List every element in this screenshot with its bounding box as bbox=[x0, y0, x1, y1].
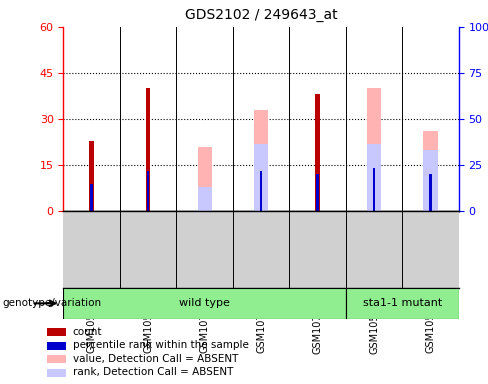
Bar bbox=[198, 187, 212, 211]
Text: count: count bbox=[73, 327, 102, 337]
Bar bbox=[346, 288, 459, 319]
Bar bbox=[89, 141, 94, 211]
Bar bbox=[63, 288, 346, 319]
Bar bbox=[254, 144, 268, 211]
Bar bbox=[260, 171, 263, 211]
Text: genotype/variation: genotype/variation bbox=[2, 298, 102, 308]
Bar bbox=[424, 150, 438, 211]
Title: GDS2102 / 249643_at: GDS2102 / 249643_at bbox=[185, 8, 337, 22]
Bar bbox=[254, 110, 268, 211]
Text: value, Detection Call = ABSENT: value, Detection Call = ABSENT bbox=[73, 354, 238, 364]
Bar bbox=[429, 174, 432, 211]
Bar bbox=[373, 168, 375, 211]
Bar bbox=[315, 94, 320, 211]
Bar bbox=[198, 147, 212, 211]
Bar bbox=[367, 88, 381, 211]
Bar bbox=[90, 184, 93, 211]
Bar bbox=[47, 328, 66, 336]
Bar bbox=[316, 174, 319, 211]
Bar bbox=[367, 144, 381, 211]
Text: rank, Detection Call = ABSENT: rank, Detection Call = ABSENT bbox=[73, 367, 233, 377]
Bar bbox=[147, 171, 149, 211]
Text: wild type: wild type bbox=[179, 298, 230, 308]
Bar bbox=[146, 88, 150, 211]
Text: sta1-1 mutant: sta1-1 mutant bbox=[363, 298, 442, 308]
Text: percentile rank within the sample: percentile rank within the sample bbox=[73, 340, 248, 350]
Bar bbox=[47, 355, 66, 363]
Bar bbox=[47, 342, 66, 349]
Bar bbox=[47, 369, 66, 377]
Bar bbox=[424, 131, 438, 211]
